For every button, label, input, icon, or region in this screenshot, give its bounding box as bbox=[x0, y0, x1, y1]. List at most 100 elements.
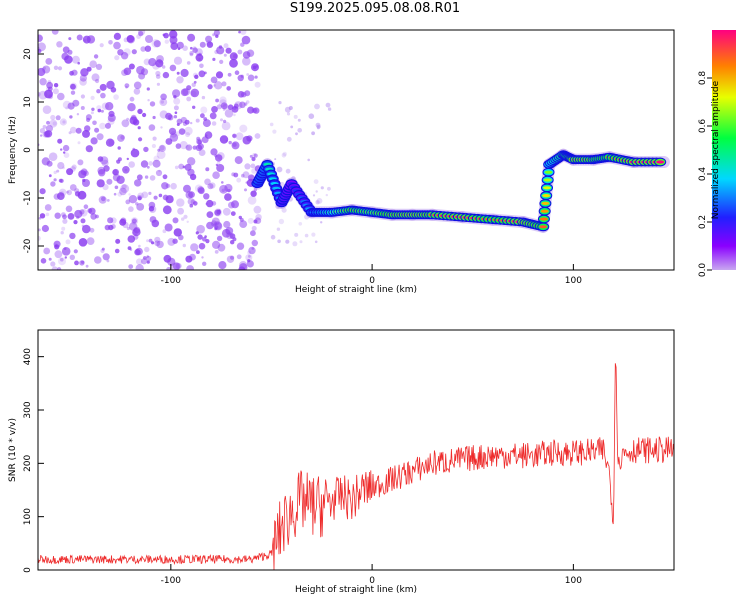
noise-dot bbox=[248, 255, 251, 258]
ridge-core bbox=[656, 160, 665, 164]
noise-dot bbox=[127, 235, 136, 243]
noise-dot bbox=[189, 52, 194, 57]
noise-dot bbox=[145, 35, 153, 43]
noise-dot bbox=[179, 141, 188, 150]
noise-dot bbox=[140, 68, 149, 76]
noise-dot bbox=[223, 220, 231, 229]
noise-dot bbox=[223, 43, 229, 49]
noise-dot bbox=[45, 124, 54, 133]
noise-dot bbox=[77, 159, 84, 166]
noise-dot bbox=[96, 179, 105, 188]
spectrogram-x-tick-label: 0 bbox=[369, 276, 375, 286]
noise-dot bbox=[161, 182, 169, 190]
noise-dot bbox=[212, 240, 221, 249]
noise-dot bbox=[59, 178, 64, 183]
noise-dot bbox=[173, 95, 177, 99]
noise-dot bbox=[238, 30, 241, 34]
noise-dot bbox=[136, 203, 145, 211]
noise-dot bbox=[215, 98, 220, 103]
noise-dot bbox=[57, 138, 63, 144]
noise-dot bbox=[206, 41, 214, 48]
noise-dot bbox=[91, 107, 95, 112]
noise-dot bbox=[90, 111, 94, 115]
noise-dot bbox=[277, 239, 281, 244]
noise-dot bbox=[270, 234, 276, 240]
noise-dot bbox=[70, 83, 76, 90]
noise-dot bbox=[210, 76, 218, 84]
noise-dot bbox=[117, 134, 125, 142]
noise-dot bbox=[219, 96, 227, 104]
noise-dot bbox=[229, 58, 238, 68]
noise-dot bbox=[144, 45, 152, 52]
noise-dot bbox=[221, 181, 224, 184]
noise-dot bbox=[148, 206, 155, 212]
noise-dot bbox=[97, 108, 102, 113]
noise-dot bbox=[180, 88, 189, 97]
noise-dot bbox=[251, 156, 256, 162]
noise-dot bbox=[209, 112, 217, 120]
noise-dot bbox=[278, 218, 285, 225]
noise-dot bbox=[245, 100, 250, 104]
noise-dot bbox=[170, 182, 177, 190]
noise-dot bbox=[121, 119, 130, 128]
noise-dot bbox=[181, 217, 185, 221]
noise-dot bbox=[244, 102, 248, 106]
noise-dot bbox=[126, 226, 131, 231]
noise-dot bbox=[157, 148, 161, 152]
noise-dot bbox=[245, 254, 253, 262]
noise-dot bbox=[65, 239, 71, 245]
noise-dot bbox=[327, 186, 331, 191]
noise-dot bbox=[220, 102, 228, 110]
noise-dot bbox=[106, 80, 115, 90]
noise-dot bbox=[311, 131, 315, 136]
noise-dot bbox=[219, 99, 227, 107]
noise-dot bbox=[180, 116, 187, 124]
ridge-core bbox=[544, 170, 553, 174]
noise-dot bbox=[128, 206, 134, 212]
noise-dot bbox=[39, 213, 46, 219]
noise-dot bbox=[274, 158, 277, 161]
noise-dot bbox=[90, 213, 97, 220]
noise-dot bbox=[57, 66, 63, 71]
noise-dot bbox=[69, 254, 76, 260]
noise-dot bbox=[40, 258, 47, 264]
noise-dot bbox=[221, 121, 231, 131]
noise-dot bbox=[153, 40, 161, 48]
noise-dot bbox=[151, 241, 155, 245]
noise-dot bbox=[202, 119, 211, 128]
noise-dot bbox=[228, 140, 232, 145]
noise-dot bbox=[294, 232, 299, 237]
noise-dot bbox=[144, 246, 150, 253]
noise-dot bbox=[253, 219, 258, 224]
noise-dot bbox=[175, 263, 182, 269]
noise-dot bbox=[308, 113, 315, 119]
noise-dot bbox=[227, 188, 231, 193]
noise-dot bbox=[247, 259, 251, 263]
ridge-core bbox=[539, 225, 548, 229]
noise-dot bbox=[314, 240, 318, 244]
noise-dot bbox=[128, 193, 131, 196]
noise-dot bbox=[95, 78, 100, 84]
noise-dot bbox=[200, 113, 205, 119]
noise-dot bbox=[136, 34, 142, 39]
noise-dot bbox=[119, 187, 127, 196]
noise-dot bbox=[48, 94, 53, 100]
noise-dot bbox=[41, 157, 50, 166]
noise-dot bbox=[199, 63, 204, 69]
noise-dot bbox=[190, 88, 200, 98]
noise-dot bbox=[269, 122, 274, 127]
noise-dot bbox=[115, 238, 121, 244]
noise-dot bbox=[43, 130, 51, 138]
noise-dot bbox=[131, 229, 138, 236]
snr-y-tick-label: 200 bbox=[23, 454, 33, 471]
noise-dot bbox=[148, 205, 157, 213]
noise-dot bbox=[121, 69, 128, 76]
noise-dot bbox=[108, 110, 115, 117]
noise-dot bbox=[152, 115, 156, 120]
noise-dot bbox=[169, 64, 177, 72]
noise-dot bbox=[134, 179, 142, 187]
noise-dot bbox=[53, 65, 59, 71]
noise-dot bbox=[106, 259, 110, 263]
noise-dot bbox=[162, 174, 168, 180]
noise-dot bbox=[108, 40, 113, 45]
